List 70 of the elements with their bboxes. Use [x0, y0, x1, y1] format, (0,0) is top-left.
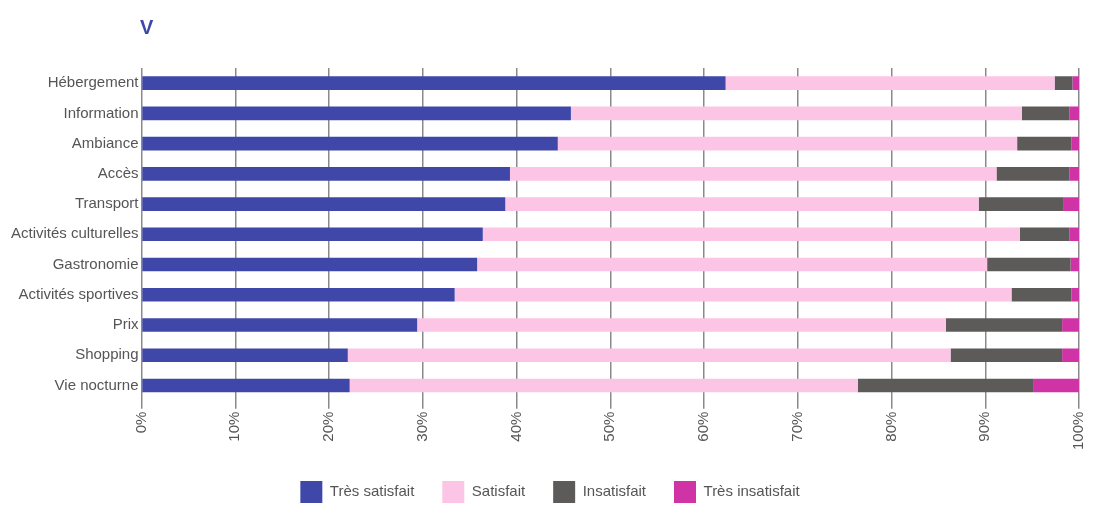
bar: [1069, 227, 1079, 242]
x-tick-label: 80%: [881, 411, 899, 442]
bar: [570, 106, 1022, 121]
y-tick-label: Vie nocturne: [54, 375, 139, 393]
x-tick-label: 0%: [131, 411, 149, 434]
x-tick-label: 50%: [600, 411, 618, 442]
x-tick-label: 100%: [1069, 411, 1087, 451]
y-tick-label: Prix: [112, 315, 140, 333]
bar: [142, 227, 483, 242]
y-tick-label: Information: [63, 103, 139, 121]
bar: [978, 197, 1064, 211]
bar: [417, 318, 946, 332]
bar: [1011, 287, 1072, 302]
y-tick-label: Activités sportives: [18, 284, 139, 302]
legend-label: Insatisfait: [582, 482, 647, 500]
bar: [1069, 106, 1079, 121]
bar: [142, 197, 506, 211]
bar: [1019, 227, 1070, 242]
x-tick-label: 90%: [975, 411, 993, 442]
bar: [987, 257, 1071, 272]
y-tick-label: Hébergement: [47, 73, 140, 91]
y-tick-label: Ambiance: [71, 133, 139, 151]
x-tick-label: 30%: [412, 411, 430, 442]
bar: [1069, 167, 1079, 181]
y-tick-label: Shopping: [75, 345, 139, 363]
bar: [1070, 257, 1079, 272]
bar: [996, 167, 1070, 181]
bar: [1071, 287, 1079, 302]
x-tick-label: 10%: [225, 411, 243, 442]
bar: [454, 287, 1012, 302]
bar: [1062, 348, 1079, 363]
bar: [142, 318, 418, 332]
chart-title: V: [140, 16, 154, 39]
bar: [349, 378, 858, 393]
bar: [142, 257, 478, 272]
y-tick-label: Accès: [97, 163, 139, 181]
legend-label: Satisfait: [471, 482, 526, 500]
bar: [509, 167, 997, 181]
x-tick-label: 70%: [787, 411, 805, 442]
bar: [482, 227, 1020, 242]
bar: [142, 287, 455, 302]
bar: [1017, 136, 1072, 151]
bar: [1033, 378, 1079, 393]
y-tick-label: Gastronomie: [52, 254, 139, 272]
bar: [347, 348, 951, 363]
bar: [477, 257, 988, 272]
bar: [142, 76, 726, 90]
bar: [945, 318, 1063, 332]
bar: [725, 76, 1055, 90]
bar: [857, 378, 1034, 393]
bar: [1062, 318, 1079, 332]
bar: [557, 136, 1018, 151]
x-tick-label: 60%: [694, 411, 712, 442]
bar: [505, 197, 979, 211]
bar: [142, 167, 510, 181]
bar: [1072, 76, 1079, 90]
bar: [142, 136, 558, 151]
x-tick-label: 40%: [506, 411, 524, 442]
y-tick-label: Transport: [74, 194, 140, 212]
bar: [1054, 76, 1073, 90]
bar: [142, 348, 348, 363]
legend-label: Très insatisfait: [703, 482, 801, 500]
legend-label: Très satisfait: [329, 482, 416, 500]
bar: [142, 106, 571, 121]
y-tick-label: Activités culturelles: [11, 224, 139, 242]
bar: [950, 348, 1063, 363]
x-tick-label: 20%: [319, 411, 337, 442]
bar: [1063, 197, 1079, 211]
bar: [142, 378, 350, 393]
bar: [1021, 106, 1070, 121]
